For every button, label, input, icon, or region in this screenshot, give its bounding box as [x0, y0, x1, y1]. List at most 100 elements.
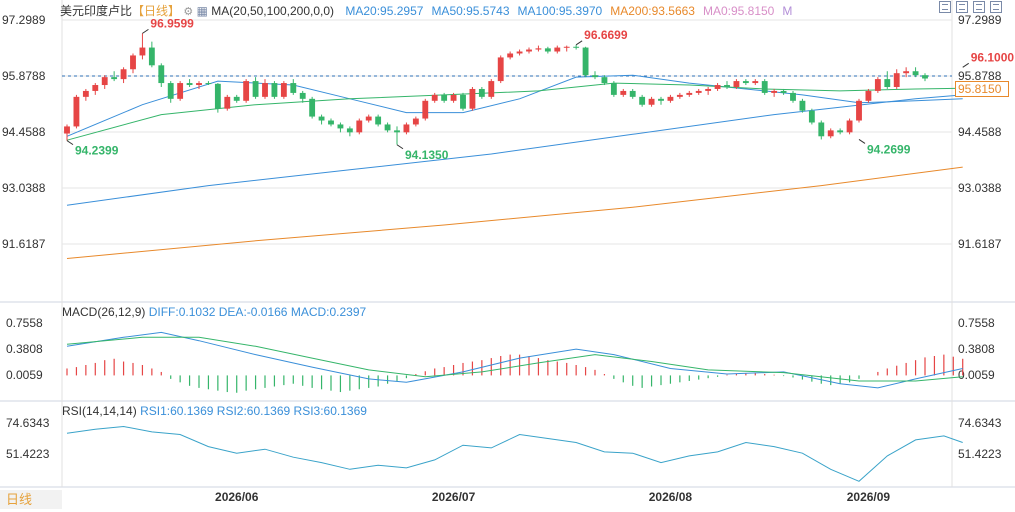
candle-body	[214, 83, 221, 109]
candle-body	[799, 100, 806, 111]
candle-body	[497, 57, 504, 82]
candle-body	[601, 77, 608, 84]
current-price-tag: 95.8150	[955, 81, 1009, 97]
candle-body	[648, 98, 655, 105]
candle-body	[893, 73, 900, 87]
macd-tick-label-left: 0.3808	[6, 342, 43, 356]
price-tick-label-right: 93.0388	[958, 181, 1002, 195]
candle-body	[384, 124, 391, 131]
rsi-tick-label-left: 51.4223	[6, 447, 50, 461]
candle-body	[120, 69, 127, 80]
macd-value: MACD:0.2397	[290, 305, 367, 319]
candle-body	[912, 71, 919, 76]
candle-body	[676, 94, 683, 97]
annotation-label: 94.2399	[75, 144, 119, 158]
moving-average-lines	[66, 74, 963, 259]
candle-body	[620, 90, 627, 95]
candle-body	[243, 81, 250, 101]
macd-tick-label-right: 0.7558	[958, 316, 995, 330]
macd-dea-line	[66, 336, 963, 382]
macd-tick-label-left: 0.0059	[6, 368, 43, 382]
candle-body	[130, 55, 136, 70]
candle-body	[686, 92, 693, 95]
candle-body	[563, 46, 570, 48]
candle-body	[290, 83, 297, 93]
layout-icon[interactable]	[939, 1, 951, 13]
candle-body	[252, 81, 259, 97]
ma-value: MA20:95.2957	[345, 4, 424, 18]
candle-body	[167, 83, 174, 99]
annotation-pointer	[962, 62, 969, 68]
candle-body	[790, 92, 796, 101]
candle-body	[262, 83, 268, 97]
candle-body	[516, 51, 523, 54]
candle-body	[573, 46, 580, 48]
candle-body	[695, 90, 702, 93]
period-tag[interactable]: 【日线】	[132, 4, 181, 18]
candle-body	[884, 79, 891, 87]
candle-body	[73, 96, 80, 127]
candle-body	[148, 47, 155, 66]
candle-body	[318, 116, 325, 121]
candle-body	[771, 90, 778, 93]
rsi-3: RSI3:60.1369	[293, 404, 367, 418]
candle-body	[639, 96, 646, 105]
candle-body	[64, 126, 70, 134]
period-button[interactable]: 日线	[0, 490, 62, 509]
candle-body	[186, 83, 193, 86]
fullscreen-icon[interactable]	[990, 1, 1002, 13]
candle-body	[469, 88, 476, 109]
macd-tick-label-right: 0.3808	[958, 342, 995, 356]
split-icon[interactable]	[956, 1, 968, 13]
candle-body	[403, 124, 410, 133]
candle-body	[761, 81, 768, 93]
candle-body	[139, 47, 146, 56]
candle-body	[422, 100, 429, 119]
ma-line	[66, 82, 963, 141]
x-tick-label: 2026/08	[649, 490, 693, 504]
candles	[64, 33, 928, 145]
price-tick-label-right: 97.2989	[958, 13, 1002, 27]
grid-lines	[0, 0, 1015, 488]
ma-line	[66, 166, 963, 259]
price-tick-label-right: 95.8788	[958, 69, 1002, 83]
candle-body	[837, 130, 844, 133]
main-header: 美元印度卢比【日线】 ⚙ ▦ MA(20,50,100,200,0,0) MA2…	[60, 2, 792, 19]
settings-icon[interactable]: ⚙	[183, 6, 194, 18]
annotation-pointer	[858, 139, 866, 144]
candle-body	[101, 77, 108, 86]
candle-body	[544, 48, 551, 52]
candle-body	[752, 81, 759, 84]
annotation-pointer	[66, 140, 74, 146]
macd-label: MACD(26,12,9)	[62, 305, 146, 319]
candle-body	[271, 83, 278, 97]
axis-labels: 97.2989 97.2989 95.8788 95.8788 94.4588 94.45…	[2, 13, 1002, 504]
rsi-line	[66, 425, 963, 482]
candle-body	[903, 71, 910, 74]
grid-icon[interactable]	[973, 1, 985, 13]
macd-diff: DIFF:0.1032	[148, 305, 216, 319]
candle-body	[507, 53, 514, 58]
ma-value: MA0:95.8150	[702, 4, 775, 18]
candle-body	[177, 83, 184, 99]
candle-body	[742, 81, 749, 84]
candle-body	[610, 83, 617, 95]
chart-title: 美元印度卢比	[60, 4, 133, 18]
candle-body	[582, 47, 589, 76]
price-tick-label-left: 95.8788	[2, 69, 46, 83]
candle-body	[365, 116, 372, 121]
candle-body	[629, 90, 636, 97]
ma-value: MA200:93.5663	[610, 4, 695, 18]
annotation-pointer	[142, 28, 149, 34]
annotation-label: 96.6699	[584, 28, 628, 42]
candle-body	[280, 83, 287, 97]
candle-body	[488, 81, 495, 97]
rsi-2: RSI2:60.1369	[216, 404, 291, 418]
candle-body	[818, 122, 825, 137]
rsi-header: RSI(14,14,14) RSI1:60.1369 RSI2:60.1369 …	[62, 404, 367, 418]
candle-body	[592, 75, 598, 78]
candle-body	[808, 110, 815, 123]
candle-body	[375, 116, 382, 125]
